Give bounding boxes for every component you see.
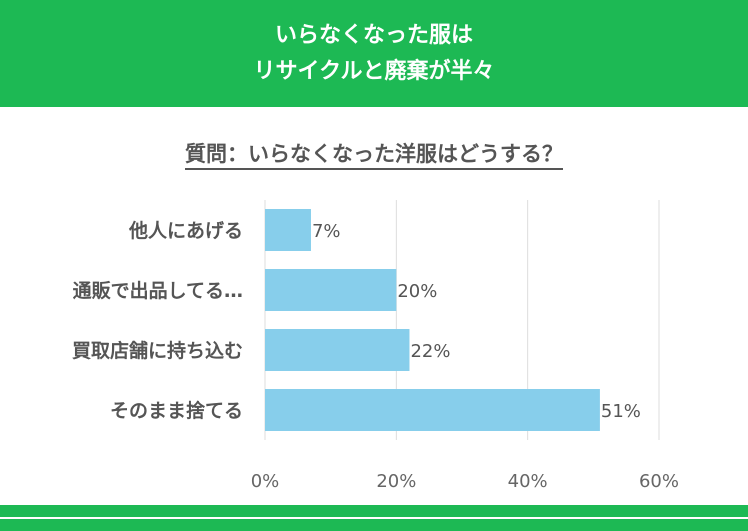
bar-0 (265, 209, 311, 251)
bar-3 (265, 389, 600, 431)
value-label-3: 51% (601, 401, 641, 422)
header-title-line2: リサイクルと廃棄が半々 (253, 58, 495, 84)
chart-question: 質問：いらなくなった洋服はどうする？ (0, 138, 748, 170)
category-label-3: そのまま捨てる (110, 399, 243, 422)
value-label-1: 20% (397, 281, 437, 302)
footer-divider (0, 517, 748, 519)
x-tick-label-0: 0% (251, 471, 280, 492)
value-label-2: 22% (410, 341, 450, 362)
x-tick-label-1: 20% (376, 471, 416, 492)
category-label-0: 他人にあげる (128, 219, 243, 242)
value-label-0: 7% (312, 221, 341, 242)
bar-chart: 他人にあげる 7% 通販で出品してる… 20% 買取店舗に持ち込む 22% そのまま捨てる 5… (72, 200, 679, 492)
x-tick-label-3: 60% (639, 471, 679, 492)
bar-1 (265, 269, 397, 311)
x-tick-label-2: 40% (508, 471, 548, 492)
question-text: 質問：いらなくなった洋服はどうする？ (185, 142, 563, 170)
category-label-1: 通販で出品してる… (73, 279, 243, 302)
header-banner: いらなくなった服は リサイクルと廃棄が半々 (0, 0, 748, 107)
bar-2 (265, 329, 410, 371)
category-label-2: 買取店舗に持ち込む (72, 339, 243, 362)
header-title-line1: いらなくなった服は (274, 22, 473, 48)
